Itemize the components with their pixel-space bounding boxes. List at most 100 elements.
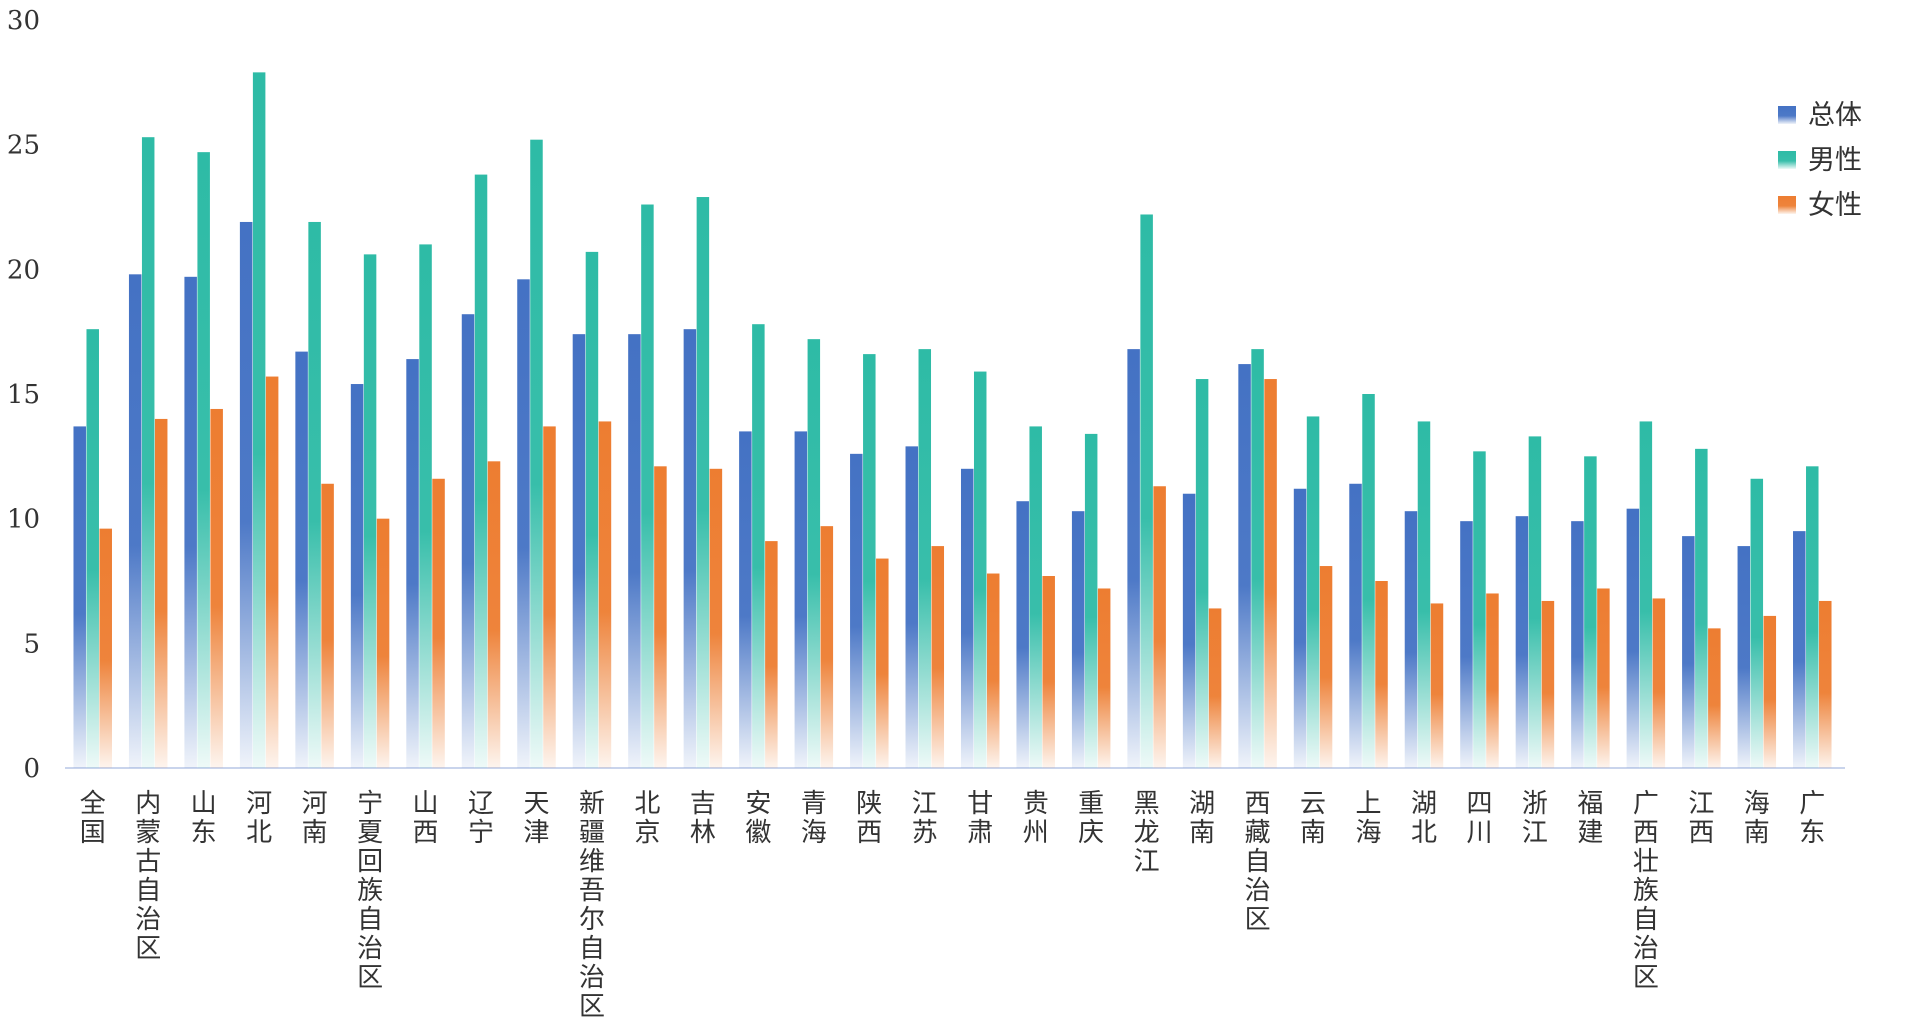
y-tick-label: 25 <box>7 131 40 161</box>
x-tick-label: 内蒙古自治区 <box>135 789 161 964</box>
x-tick-label: 江苏 <box>912 789 938 848</box>
bar-总体-福建 <box>1571 521 1584 768</box>
bar-总体-陕西 <box>850 453 863 768</box>
bar-女性-河北 <box>265 376 279 768</box>
bar-女性-重庆 <box>1097 588 1111 768</box>
x-tick-label: 河南 <box>302 789 328 848</box>
bar-总体-湖北 <box>1404 511 1418 768</box>
bar-总体-河北 <box>239 221 253 768</box>
bar-女性-天津 <box>543 426 556 768</box>
x-tick-label: 福建 <box>1577 789 1603 848</box>
bar-男性-宁夏回族自治区 <box>363 254 377 768</box>
bar-总体-海南 <box>1737 546 1751 768</box>
bar-男性-辽宁 <box>474 174 488 769</box>
bar-男性-陕西 <box>863 354 876 768</box>
x-tick-label: 黑龙江 <box>1134 789 1160 877</box>
x-tick-label: 湖北 <box>1411 789 1437 848</box>
bar-总体-宁夏回族自治区 <box>350 384 364 768</box>
bar-总体-四川 <box>1460 521 1473 768</box>
x-tick-label: 广东 <box>1799 789 1825 848</box>
bar-女性-广东 <box>1819 600 1832 768</box>
bar-女性-江苏 <box>931 546 945 768</box>
x-tick-label: 山西 <box>413 789 439 848</box>
bar-女性-四川 <box>1486 593 1499 768</box>
bar-男性-天津 <box>530 139 543 768</box>
bar-女性-上海 <box>1375 581 1388 768</box>
x-tick-label: 宁夏回族自治区 <box>357 789 383 993</box>
bar-总体-贵州 <box>1016 501 1029 768</box>
bar-男性-西藏自治区 <box>1251 349 1264 768</box>
bar-男性-湖北 <box>1417 421 1431 768</box>
bar-男性-北京 <box>641 204 654 768</box>
x-tick-label: 北京 <box>634 789 660 848</box>
bar-男性-广东 <box>1806 466 1819 768</box>
bar-女性-吉林 <box>709 468 723 768</box>
bar-女性-青海 <box>820 526 834 768</box>
bar-男性-云南 <box>1306 416 1320 768</box>
bars <box>73 72 1832 769</box>
y-tick-label: 5 <box>23 629 40 659</box>
y-axis: 0 5 10 15 20 25 30 <box>7 6 1845 784</box>
bar-男性-上海 <box>1362 394 1375 768</box>
bar-男性-新疆维吾尔自治区 <box>585 251 599 768</box>
bar-女性-浙江 <box>1541 600 1555 768</box>
bar-总体-湖南 <box>1182 493 1196 768</box>
x-tick-label: 四川 <box>1466 789 1492 848</box>
bar-女性-广西壮族自治区 <box>1652 598 1666 768</box>
bar-女性-辽宁 <box>487 461 501 768</box>
bar-男性-湖南 <box>1195 379 1209 768</box>
y-tick-label: 15 <box>7 380 40 410</box>
bar-男性-河北 <box>252 72 266 769</box>
bar-男性-山西 <box>419 244 432 768</box>
bar-男性-江苏 <box>918 349 932 768</box>
y-tick-label: 30 <box>7 6 40 36</box>
x-tick-label: 吉林 <box>690 789 716 848</box>
bar-总体-辽宁 <box>461 314 475 768</box>
bar-总体-河南 <box>295 351 308 768</box>
bar-男性-海南 <box>1750 478 1764 768</box>
bar-总体-北京 <box>628 334 641 768</box>
bar-男性-四川 <box>1473 451 1486 768</box>
bar-男性-贵州 <box>1029 426 1042 768</box>
bar-总体-山东 <box>184 276 197 768</box>
bar-总体-青海 <box>794 431 808 768</box>
x-tick-label: 新疆维吾尔自治区 <box>579 789 605 1022</box>
x-tick-label: 甘肃 <box>967 789 993 848</box>
legend-label-女性: 女性 <box>1808 190 1862 221</box>
bar-女性-北京 <box>654 466 667 768</box>
bar-总体-上海 <box>1349 483 1362 768</box>
bar-女性-福建 <box>1597 588 1610 768</box>
x-tick-label: 湖南 <box>1189 789 1215 848</box>
bar-总体-江苏 <box>905 446 919 768</box>
x-tick-label: 全国 <box>80 789 106 848</box>
legend-label-男性: 男性 <box>1808 145 1862 176</box>
bar-男性-安徽 <box>752 324 765 768</box>
bar-总体-甘肃 <box>960 468 974 768</box>
bar-男性-全国 <box>86 329 99 768</box>
legend-swatch-总体 <box>1778 106 1796 124</box>
bar-女性-甘肃 <box>986 573 1000 768</box>
bar-总体-广西壮族自治区 <box>1626 508 1640 768</box>
bar-男性-河南 <box>308 221 321 768</box>
bar-总体-广东 <box>1793 531 1806 768</box>
bar-男性-广西壮族自治区 <box>1639 421 1653 768</box>
bar-女性-山西 <box>432 478 445 768</box>
x-tick-label: 云南 <box>1300 789 1326 848</box>
bar-总体-安徽 <box>739 431 752 768</box>
bar-男性-内蒙古自治区 <box>141 137 155 768</box>
bar-总体-云南 <box>1293 488 1307 768</box>
bar-女性-宁夏回族自治区 <box>376 518 390 768</box>
x-tick-label: 西藏自治区 <box>1245 789 1271 935</box>
x-tick-label: 青海 <box>801 789 827 848</box>
legend-swatch-女性 <box>1778 196 1796 214</box>
bar-女性-安徽 <box>765 541 778 768</box>
bar-总体-西藏自治区 <box>1238 364 1251 768</box>
bar-总体-吉林 <box>683 329 697 768</box>
bar-男性-青海 <box>807 339 821 768</box>
bar-女性-云南 <box>1319 566 1333 768</box>
x-tick-label: 辽宁 <box>468 789 494 848</box>
x-tick-label: 天津 <box>523 789 549 848</box>
